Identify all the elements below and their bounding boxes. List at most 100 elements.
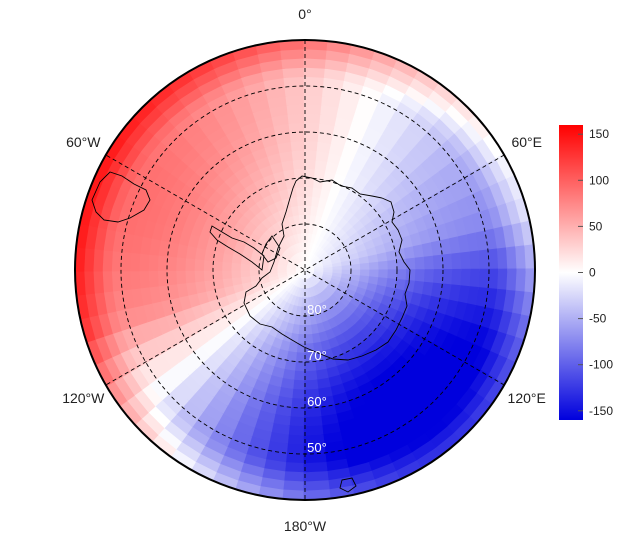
field-cell: [453, 301, 468, 323]
field-cell: [286, 264, 297, 269]
field-cell: [304, 131, 321, 142]
field-cell: [267, 95, 289, 109]
field-cell: [190, 101, 215, 122]
field-cell: [290, 285, 298, 296]
field-cell: [288, 284, 296, 295]
field-cell: [142, 301, 157, 323]
field-cell: [303, 40, 331, 51]
field-cell: [303, 85, 326, 97]
field-cell: [414, 138, 437, 161]
field-cell: [475, 138, 498, 166]
field-cell: [395, 418, 420, 439]
field-cell: [382, 84, 408, 104]
field-cell: [274, 286, 285, 296]
field-cell: [423, 269, 435, 285]
latitude-label: 70°: [307, 348, 327, 363]
field-cell: [414, 379, 437, 402]
field-cell: [284, 85, 307, 97]
field-cell: [299, 278, 304, 289]
field-cell: [162, 151, 183, 174]
field-cell: [83, 245, 95, 272]
field-cell: [179, 85, 205, 108]
field-cell: [454, 126, 478, 153]
field-cell: [241, 281, 253, 291]
colorbar-tick-label: 0: [589, 266, 596, 280]
field-cell: [430, 240, 443, 258]
field-cell: [251, 146, 269, 162]
field-cell: [304, 288, 309, 299]
field-cell: [246, 89, 270, 105]
field-cell: [338, 427, 361, 442]
field-cell: [221, 445, 247, 464]
field-cell: [193, 452, 221, 473]
field-cell: [378, 260, 389, 271]
field-cell: [319, 279, 330, 287]
field-cell: [304, 398, 321, 409]
field-cell: [160, 125, 183, 148]
field-cell: [323, 77, 347, 91]
field-cell: [308, 277, 315, 288]
field-cell: [313, 264, 324, 269]
field-cell: [387, 269, 398, 281]
field-cell: [323, 271, 334, 277]
field-cell: [293, 243, 300, 254]
field-cell: [180, 119, 204, 141]
field-cell: [316, 141, 333, 154]
field-cell: [396, 134, 418, 155]
field-cell: [346, 283, 359, 294]
field-cell: [315, 247, 324, 257]
field-cell: [405, 269, 416, 283]
field-cell: [75, 268, 86, 296]
field-cell: [310, 286, 317, 297]
field-cell: [304, 251, 308, 261]
field-cell: [304, 306, 311, 317]
field-cell: [393, 460, 422, 482]
field-cell: [455, 320, 473, 343]
field-cell: [203, 269, 214, 282]
field-cell: [157, 238, 171, 257]
field-cell: [327, 221, 339, 233]
field-cell: [343, 137, 363, 153]
field-cell: [281, 368, 296, 381]
field-cell: [383, 240, 396, 254]
field-cell: [472, 325, 490, 351]
field-cell: [326, 297, 337, 308]
field-cell: [382, 395, 404, 415]
field-cell: [173, 440, 201, 463]
field-cell: [416, 182, 434, 202]
field-cell: [293, 214, 301, 226]
field-cell: [154, 371, 176, 395]
field-cell: [328, 251, 340, 259]
field-cell: [176, 338, 194, 358]
field-cell: [298, 315, 306, 326]
field-cell: [455, 340, 475, 364]
field-cell: [85, 336, 104, 366]
field-cell: [375, 420, 399, 440]
field-cell: [193, 67, 221, 88]
field-cell: [120, 189, 138, 215]
field-cell: [394, 279, 407, 292]
field-cell: [368, 373, 388, 391]
field-cell: [202, 84, 228, 104]
field-cell: [303, 94, 325, 106]
field-cell: [303, 480, 330, 492]
field-cell: [451, 252, 462, 272]
field-cell: [279, 377, 295, 390]
field-cell: [79, 197, 96, 226]
field-cell: [242, 207, 257, 222]
field-cell: [369, 261, 380, 271]
field-cell: [445, 356, 466, 380]
field-cell: [155, 426, 182, 450]
field-cell: [206, 92, 232, 112]
field-cell: [310, 254, 318, 264]
field-cell: [329, 235, 340, 246]
field-cell: [417, 412, 442, 436]
field-cell: [179, 432, 205, 455]
field-cell: [317, 331, 329, 343]
field-cell: [479, 351, 500, 378]
field-cell: [228, 429, 253, 446]
field-cell: [120, 144, 143, 170]
field-cell: [367, 117, 390, 136]
field-cell: [378, 92, 404, 112]
field-cell: [300, 261, 305, 270]
